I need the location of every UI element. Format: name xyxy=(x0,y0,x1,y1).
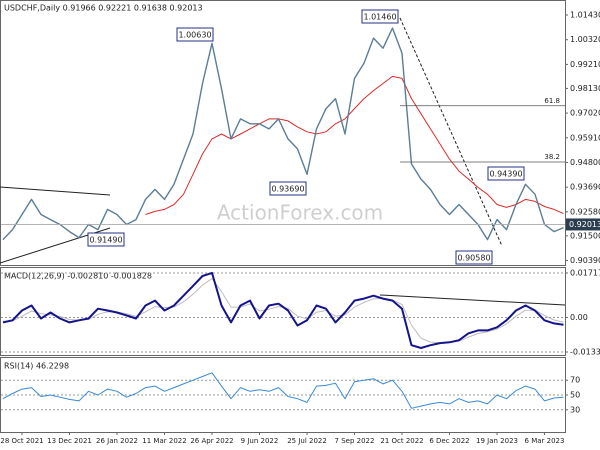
y-tick-label: 0.99210 xyxy=(570,60,600,69)
price-panel xyxy=(0,0,566,266)
current-price-box xyxy=(566,218,600,231)
annotation-box xyxy=(87,232,125,247)
series-line xyxy=(2,372,564,409)
y-tick-label: 30 xyxy=(570,405,580,414)
y-tick-label: 0.98130 xyxy=(570,84,600,93)
x-tick-label: 28 Oct 2021 xyxy=(0,437,43,445)
panel-title: RSI(14) 46.2298 xyxy=(4,362,69,371)
x-tick-label: 7 Sep 2022 xyxy=(335,437,375,445)
y-tick-label: 0.017175 xyxy=(570,268,600,277)
x-tick-label: 26 Apr 2022 xyxy=(190,437,233,445)
annotation: 1.01460 xyxy=(363,13,396,22)
y-tick-label: 70 xyxy=(570,376,580,385)
x-tick-label: 19 Jan 2023 xyxy=(476,437,518,445)
annotation: 0.93690 xyxy=(271,185,304,194)
fib-trend-line xyxy=(399,17,503,247)
annotation: 1.00630 xyxy=(178,31,211,40)
y-tick-label: 0.94800 xyxy=(570,158,600,167)
annotation-box xyxy=(269,181,307,196)
y-tick-label: 0.93690 xyxy=(570,183,600,192)
x-tick-label: 25 Jul 2022 xyxy=(287,437,327,445)
y-tick-label: 1.01430 xyxy=(570,11,600,20)
series-line xyxy=(145,75,564,215)
x-tick-label: 26 Jan 2022 xyxy=(96,437,138,445)
annotation-box xyxy=(361,9,399,24)
x-tick-label: 21 Oct 2022 xyxy=(380,437,423,445)
macd-trend-line xyxy=(379,294,566,306)
macd-panel xyxy=(0,267,566,356)
series-line xyxy=(2,271,564,349)
x-tick-label: 13 Dec 2021 xyxy=(47,437,92,445)
y-tick-label: 0.91500 xyxy=(570,231,600,240)
y-tick-label: 1.00320 xyxy=(570,35,600,44)
x-tick-label: 9 Jun 2022 xyxy=(241,437,279,445)
series-line xyxy=(2,27,564,241)
y-tick-label: 0.92580 xyxy=(570,207,600,216)
annotation-box xyxy=(455,250,493,265)
y-tick-label: 0.00 xyxy=(570,313,588,322)
fib-label: 61.8 xyxy=(544,97,560,105)
current-price-label: 0.92013 xyxy=(569,220,600,229)
y-tick-label: 50 xyxy=(570,391,580,400)
watermark: ActionForex.com xyxy=(217,201,383,225)
y-tick-label: 0.90390 xyxy=(570,256,600,265)
annotation-box xyxy=(487,166,525,181)
x-tick-label: 6 Mar 2023 xyxy=(525,437,565,445)
y-tick-label: 0.95910 xyxy=(570,133,600,142)
x-tick-label: 11 Mar 2022 xyxy=(142,437,186,445)
annotation: 0.90580 xyxy=(457,254,490,263)
triangle-upper-line xyxy=(0,186,111,196)
y-tick-label: 0.97020 xyxy=(570,109,600,118)
fib-label: 38.2 xyxy=(544,153,560,161)
annotation-box xyxy=(176,27,214,42)
panel-title: MACD(12,26,9) -0.002810 -0.001828 xyxy=(4,272,152,281)
y-tick-label: -0.01334 xyxy=(570,347,600,356)
annotation: 0.94390 xyxy=(489,170,522,179)
chart-title: USDCHF,Daily 0.91966 0.92221 0.91638 0.9… xyxy=(4,4,203,13)
annotation: 0.91490 xyxy=(89,236,122,245)
x-tick-label: 6 Dec 2022 xyxy=(429,437,469,445)
